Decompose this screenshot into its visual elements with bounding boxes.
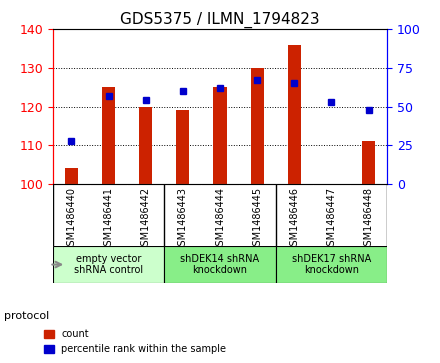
Bar xyxy=(139,106,152,184)
Text: GSM1486443: GSM1486443 xyxy=(178,187,188,252)
Bar xyxy=(288,45,301,184)
FancyBboxPatch shape xyxy=(53,246,164,283)
Bar xyxy=(251,68,264,184)
Text: GSM1486445: GSM1486445 xyxy=(252,187,262,252)
Text: GSM1486448: GSM1486448 xyxy=(363,187,374,252)
Legend: count, percentile rank within the sample: count, percentile rank within the sample xyxy=(40,326,230,358)
Text: GSM1486446: GSM1486446 xyxy=(290,187,299,252)
Title: GDS5375 / ILMN_1794823: GDS5375 / ILMN_1794823 xyxy=(120,12,320,28)
Text: GSM1486441: GSM1486441 xyxy=(103,187,114,252)
Text: empty vector
shRNA control: empty vector shRNA control xyxy=(74,254,143,276)
Bar xyxy=(65,168,78,184)
Text: GSM1486442: GSM1486442 xyxy=(141,187,150,252)
FancyBboxPatch shape xyxy=(164,246,276,283)
FancyBboxPatch shape xyxy=(276,246,387,283)
Text: GSM1486444: GSM1486444 xyxy=(215,187,225,252)
Text: GSM1486447: GSM1486447 xyxy=(326,187,337,252)
Text: GSM1486440: GSM1486440 xyxy=(66,187,77,252)
Bar xyxy=(102,87,115,184)
Bar xyxy=(213,87,227,184)
Bar xyxy=(176,110,189,184)
Text: shDEK17 shRNA
knockdown: shDEK17 shRNA knockdown xyxy=(292,254,371,276)
Text: protocol: protocol xyxy=(4,311,50,321)
Bar xyxy=(362,141,375,184)
Text: shDEK14 shRNA
knockdown: shDEK14 shRNA knockdown xyxy=(180,254,260,276)
